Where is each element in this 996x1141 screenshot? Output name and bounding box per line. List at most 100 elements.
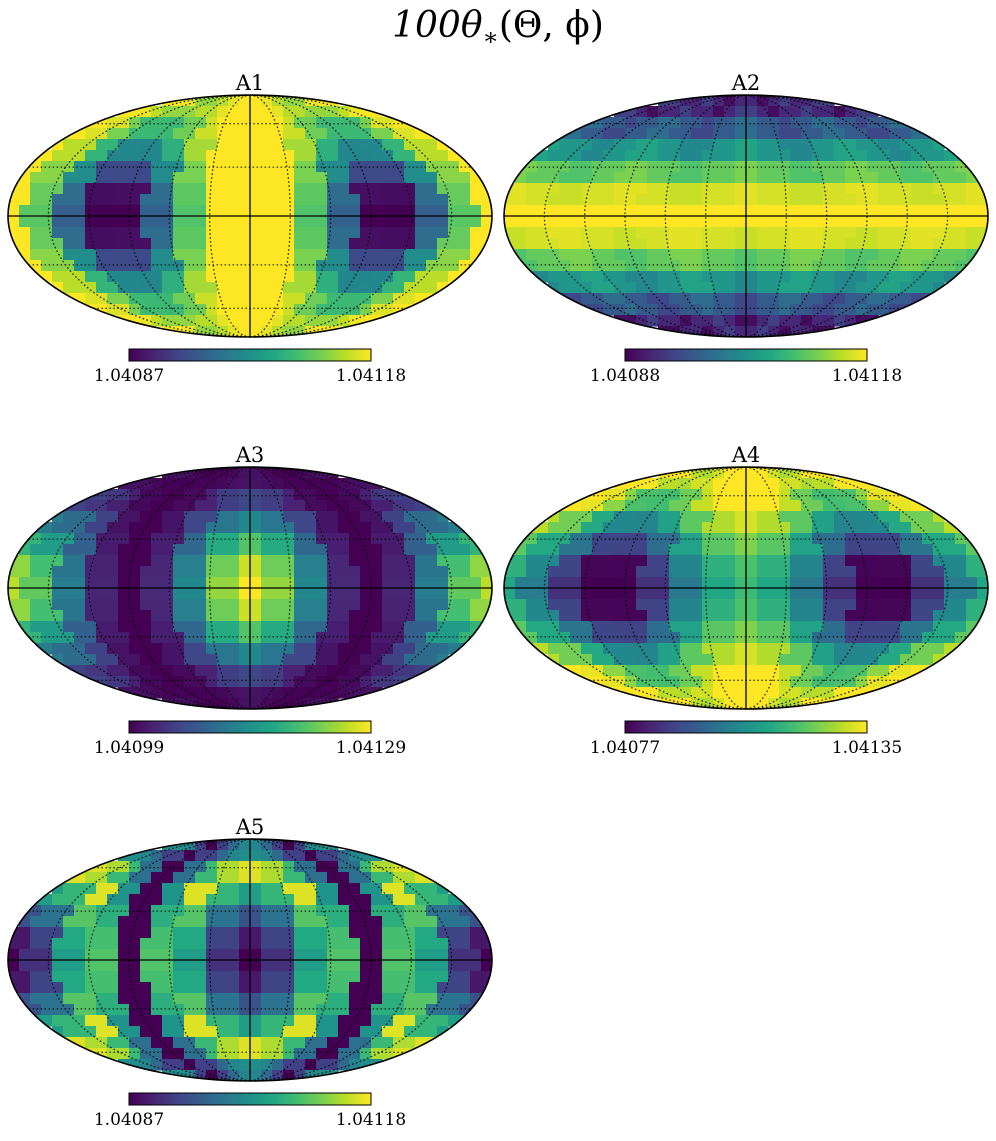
map-cell — [426, 544, 438, 556]
map-cell — [371, 938, 383, 950]
map-cell — [801, 205, 813, 217]
map-cell — [316, 128, 328, 140]
map-cell — [448, 993, 460, 1005]
map-cell — [250, 938, 262, 950]
map-cell — [415, 150, 427, 162]
map-cell — [570, 577, 582, 589]
map-cell — [129, 117, 141, 129]
map-cell — [338, 916, 350, 928]
map-cell — [470, 172, 482, 184]
map-cell — [537, 566, 549, 578]
map-cell — [702, 698, 714, 709]
map-cell — [173, 632, 185, 644]
map-cell — [669, 293, 681, 305]
map-cell — [283, 850, 295, 862]
map-cell — [19, 249, 31, 261]
map-cell — [658, 533, 670, 545]
map-cell — [74, 1015, 86, 1027]
map-cell — [217, 194, 229, 206]
map-cell — [614, 555, 626, 567]
map-cell — [349, 478, 361, 490]
map-cell — [8, 960, 20, 972]
map-cell — [801, 95, 813, 107]
map-cell — [96, 522, 108, 534]
map-cell — [283, 282, 295, 294]
map-cell — [889, 566, 901, 578]
map-cell — [382, 577, 394, 589]
map-cell — [272, 216, 284, 228]
map-cell — [636, 150, 648, 162]
map-cell — [107, 227, 119, 239]
map-cell — [250, 971, 262, 983]
map-cell — [658, 643, 670, 655]
map-cell — [768, 467, 780, 479]
map-cell — [713, 511, 725, 523]
map-cell — [900, 249, 912, 261]
map-cell — [933, 621, 945, 633]
map-cell — [647, 478, 659, 490]
map-cell — [382, 872, 394, 884]
map-cell — [526, 238, 538, 250]
map-cell — [338, 971, 350, 983]
map-cell — [746, 227, 758, 239]
map-cell — [537, 533, 549, 545]
map-cell — [691, 687, 703, 699]
map-cell — [195, 544, 207, 556]
map-cell — [184, 971, 196, 983]
map-cell — [63, 916, 75, 928]
map-cell — [371, 993, 383, 1005]
map-cell — [900, 588, 912, 600]
map-cell — [162, 676, 174, 688]
map-cell — [437, 511, 449, 523]
map-cell — [415, 172, 427, 184]
map-cell — [96, 117, 108, 129]
map-cell — [261, 161, 273, 173]
map-cell — [162, 249, 174, 261]
map-cell — [459, 916, 471, 928]
map-cell — [96, 927, 108, 939]
map-cell — [834, 533, 846, 545]
map-cell — [338, 676, 350, 688]
map-cell — [922, 205, 934, 217]
map-cell — [261, 577, 273, 589]
map-cell — [261, 654, 273, 666]
map-cell — [592, 610, 604, 622]
map-cell — [217, 982, 229, 994]
map-cell — [371, 960, 383, 972]
map-cell — [724, 249, 736, 261]
map-cell — [504, 227, 516, 239]
map-cell — [790, 500, 802, 512]
map-cell — [415, 960, 427, 972]
map-cell — [327, 304, 339, 316]
colorbar-max-label: 1.04118 — [336, 366, 406, 386]
map-cell — [448, 194, 460, 206]
map-cell — [713, 293, 725, 305]
map-cell — [603, 599, 615, 611]
map-cell — [603, 227, 615, 239]
map-cell — [658, 544, 670, 556]
map-cell — [96, 610, 108, 622]
map-cell — [459, 216, 471, 228]
map-cell — [228, 194, 240, 206]
map-cell — [382, 304, 394, 316]
map-cell — [52, 139, 64, 151]
map-cell — [559, 249, 571, 261]
map-cell — [239, 511, 251, 523]
map-cell — [294, 1037, 306, 1049]
map-cell — [107, 150, 119, 162]
map-cell — [184, 938, 196, 950]
map-cell — [845, 544, 857, 556]
map-cell — [272, 577, 284, 589]
map-cell — [691, 588, 703, 600]
map-cell — [614, 522, 626, 534]
map-cell — [724, 544, 736, 556]
map-cell — [713, 588, 725, 600]
map-cell — [239, 665, 251, 677]
map-cell — [118, 555, 130, 567]
map-cell — [294, 139, 306, 151]
map-cell — [316, 172, 328, 184]
map-cell — [327, 511, 339, 523]
map-cell — [680, 238, 692, 250]
map-cell — [151, 621, 163, 633]
map-cell — [911, 566, 923, 578]
